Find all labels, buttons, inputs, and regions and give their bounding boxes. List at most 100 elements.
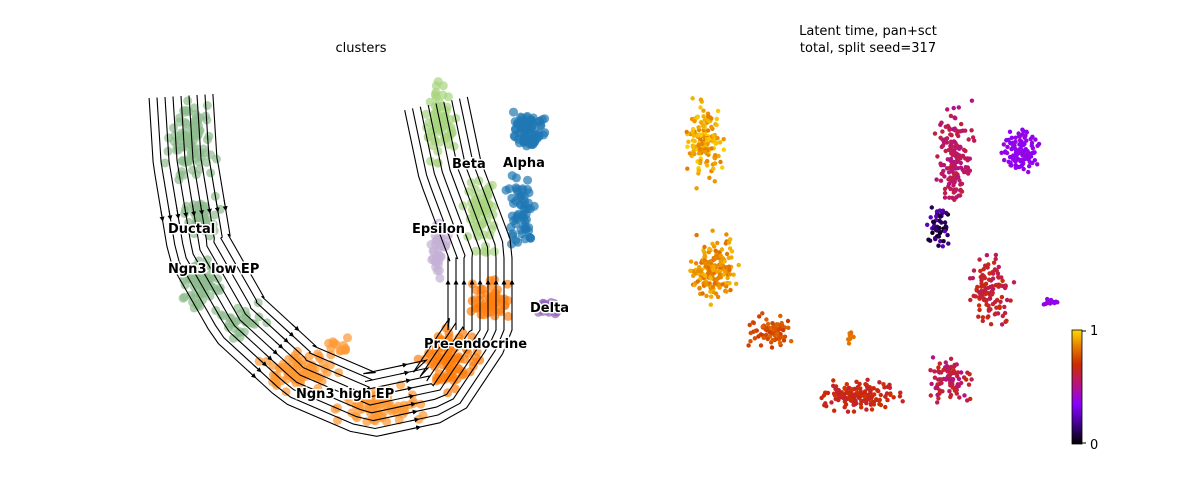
latent-time-point	[721, 137, 726, 142]
latent-time-point	[1009, 135, 1014, 140]
cell-point-pre-endocrine	[486, 307, 496, 317]
latent-time-point	[929, 381, 934, 387]
cell-point-ductal	[206, 168, 216, 178]
latent-time-point	[695, 279, 700, 284]
latent-time-point	[1008, 140, 1013, 146]
latent-time-point	[748, 330, 753, 336]
cluster-label-epsilon: Epsilon	[412, 222, 465, 237]
latent-time-point	[1013, 148, 1019, 153]
cell-point-ductal	[189, 120, 199, 130]
streamline-arrow	[222, 199, 228, 212]
latent-time-point	[948, 392, 954, 398]
latent-time-point	[713, 153, 718, 158]
latent-time-point	[1020, 132, 1025, 137]
cell-point-pre-endocrine	[482, 290, 491, 299]
latent-time-point	[938, 178, 944, 183]
latent-time-point	[736, 262, 741, 268]
latent-time-point	[977, 257, 982, 262]
latent-time-point	[955, 370, 961, 375]
latent-time-point	[954, 362, 959, 367]
latent-time-point	[942, 174, 947, 179]
latent-time-point	[698, 97, 704, 102]
latent-time-point	[715, 108, 721, 114]
latent-time-point	[690, 143, 695, 148]
cell-point-ngn3-high-ep	[390, 405, 400, 414]
latent-time-point	[1045, 300, 1050, 305]
latent-time-point	[951, 127, 956, 132]
latent-time-point	[934, 384, 940, 389]
latent-time-point	[832, 408, 837, 413]
cell-point-pre-endocrine	[496, 307, 506, 317]
latent-time-point	[709, 146, 714, 151]
latent-time-point	[955, 159, 960, 165]
streamline-arrow	[285, 329, 295, 337]
cell-point-ductal	[160, 158, 170, 168]
latent-time-point	[966, 171, 971, 176]
latent-time-point	[765, 321, 771, 327]
streamline	[180, 95, 481, 406]
cell-point-alpha	[509, 199, 518, 208]
streamline	[156, 97, 505, 430]
latent-time-point	[934, 209, 940, 214]
latent-time-point	[851, 334, 856, 340]
latent-time-point	[777, 335, 782, 341]
latent-time-point	[1010, 157, 1016, 162]
latent-time-point	[701, 108, 706, 113]
latent-time-point	[867, 395, 872, 400]
latent-time-point	[724, 289, 729, 294]
latent-time-point	[711, 166, 716, 171]
latent-time-point	[990, 284, 995, 289]
latent-time-point	[692, 151, 697, 157]
latent-time-point	[843, 397, 848, 402]
latent-time-point	[752, 336, 758, 341]
cell-point-epsilon	[434, 266, 444, 276]
latent-time-point	[710, 228, 715, 233]
latent-time-point	[965, 167, 970, 172]
latent-time-point	[937, 218, 942, 223]
latent-time-point	[1009, 146, 1014, 152]
latent-time-point	[718, 253, 724, 258]
latent-time-point	[934, 177, 939, 182]
cell-point-ngn3-low-ep	[202, 255, 212, 265]
cell-point-ngn3-high-ep	[254, 356, 264, 366]
streamline-arrow	[401, 378, 412, 384]
latent-time-point	[852, 402, 858, 407]
latent-time-point	[716, 153, 721, 159]
latent-time-point	[748, 339, 753, 344]
latent-time-point	[857, 381, 862, 387]
cell-point-ductal	[191, 130, 201, 139]
latent-time-point	[694, 186, 699, 191]
cell-point-ductal	[180, 107, 190, 117]
latent-time-point	[710, 284, 716, 290]
cell-point-ductal	[210, 210, 219, 220]
latent-time-point	[950, 377, 956, 382]
latent-time-point	[704, 293, 709, 299]
streamline-arrow	[408, 409, 418, 415]
latent-time-point	[965, 398, 970, 403]
cell-point-ductal	[175, 170, 185, 180]
streamline-arrow	[183, 206, 189, 218]
latent-time-point	[956, 376, 962, 382]
latent-time-point	[770, 321, 775, 326]
latent-time-point	[727, 267, 732, 273]
latent-time-point	[979, 278, 984, 283]
latent-time-point	[946, 181, 952, 187]
streamline-arrow	[409, 417, 420, 423]
latent-time-point	[708, 276, 713, 281]
latent-time-point	[720, 165, 725, 170]
latent-time-point	[746, 343, 751, 348]
cell-point-ngn3-high-ep	[370, 387, 380, 397]
streamline-arrow	[404, 394, 415, 399]
latent-time-point	[965, 156, 970, 161]
latent-time-point	[874, 397, 879, 403]
cell-point-beta	[489, 247, 499, 257]
latent-time-point	[864, 401, 869, 406]
cell-point-ngn3-high-ep	[378, 385, 387, 395]
cell-point-ngn3-high-ep	[338, 340, 348, 350]
latent-time-point	[962, 393, 967, 398]
latent-time-point	[1008, 160, 1013, 166]
latent-time-point	[751, 320, 756, 326]
latent-time-point	[991, 260, 997, 265]
latent-time-point	[1004, 297, 1010, 303]
cell-point-ngn3-high-ep	[358, 390, 368, 400]
